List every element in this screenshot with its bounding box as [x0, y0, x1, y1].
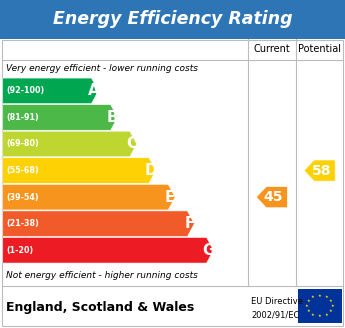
Text: ★: ★ [318, 294, 322, 298]
Text: (55-68): (55-68) [6, 166, 39, 175]
Text: ★: ★ [306, 299, 310, 303]
Text: ★: ★ [324, 296, 328, 299]
Text: ★: ★ [329, 299, 333, 303]
Text: ★: ★ [331, 304, 335, 308]
Text: 2002/91/EC: 2002/91/EC [251, 310, 299, 319]
Text: (39-54): (39-54) [6, 193, 39, 202]
Bar [298, 289, 342, 323]
Polygon shape [3, 131, 137, 157]
Bar [2, 40, 343, 326]
Text: England, Scotland & Wales: England, Scotland & Wales [6, 300, 195, 314]
Text: (69-80): (69-80) [6, 139, 39, 149]
Text: E: E [165, 190, 176, 205]
Polygon shape [256, 187, 287, 208]
Bar [0, 39, 345, 328]
Bar [0, 0, 345, 39]
Text: 58: 58 [312, 164, 331, 177]
Text: A: A [88, 83, 99, 98]
Text: ★: ★ [329, 309, 333, 313]
Text: ★: ★ [324, 313, 328, 317]
Text: F: F [184, 216, 195, 231]
Text: ★: ★ [318, 314, 322, 318]
Polygon shape [3, 78, 98, 104]
Polygon shape [3, 237, 214, 263]
Text: D: D [145, 163, 157, 178]
Text: (1-20): (1-20) [6, 246, 33, 255]
Text: Energy Efficiency Rating: Energy Efficiency Rating [53, 10, 292, 28]
Text: EU Directive: EU Directive [251, 297, 303, 306]
Text: ★: ★ [305, 304, 308, 308]
Text: Current: Current [254, 44, 290, 54]
Text: (21-38): (21-38) [6, 219, 39, 228]
Text: ★: ★ [311, 313, 315, 317]
Text: Not energy efficient - higher running costs: Not energy efficient - higher running co… [6, 271, 198, 279]
Text: 45: 45 [264, 190, 283, 204]
Polygon shape [3, 158, 156, 183]
Text: Potential: Potential [298, 44, 341, 54]
Text: C: C [126, 136, 137, 152]
Polygon shape [304, 160, 335, 181]
Text: (81-91): (81-91) [6, 113, 39, 122]
Polygon shape [3, 211, 194, 236]
Text: G: G [203, 243, 215, 258]
Text: (92-100): (92-100) [6, 86, 45, 95]
Text: ★: ★ [311, 296, 315, 299]
Text: B: B [107, 110, 119, 125]
Text: Very energy efficient - lower running costs: Very energy efficient - lower running co… [6, 64, 198, 73]
Text: ★: ★ [306, 309, 310, 313]
Polygon shape [3, 184, 175, 210]
Polygon shape [3, 105, 118, 130]
